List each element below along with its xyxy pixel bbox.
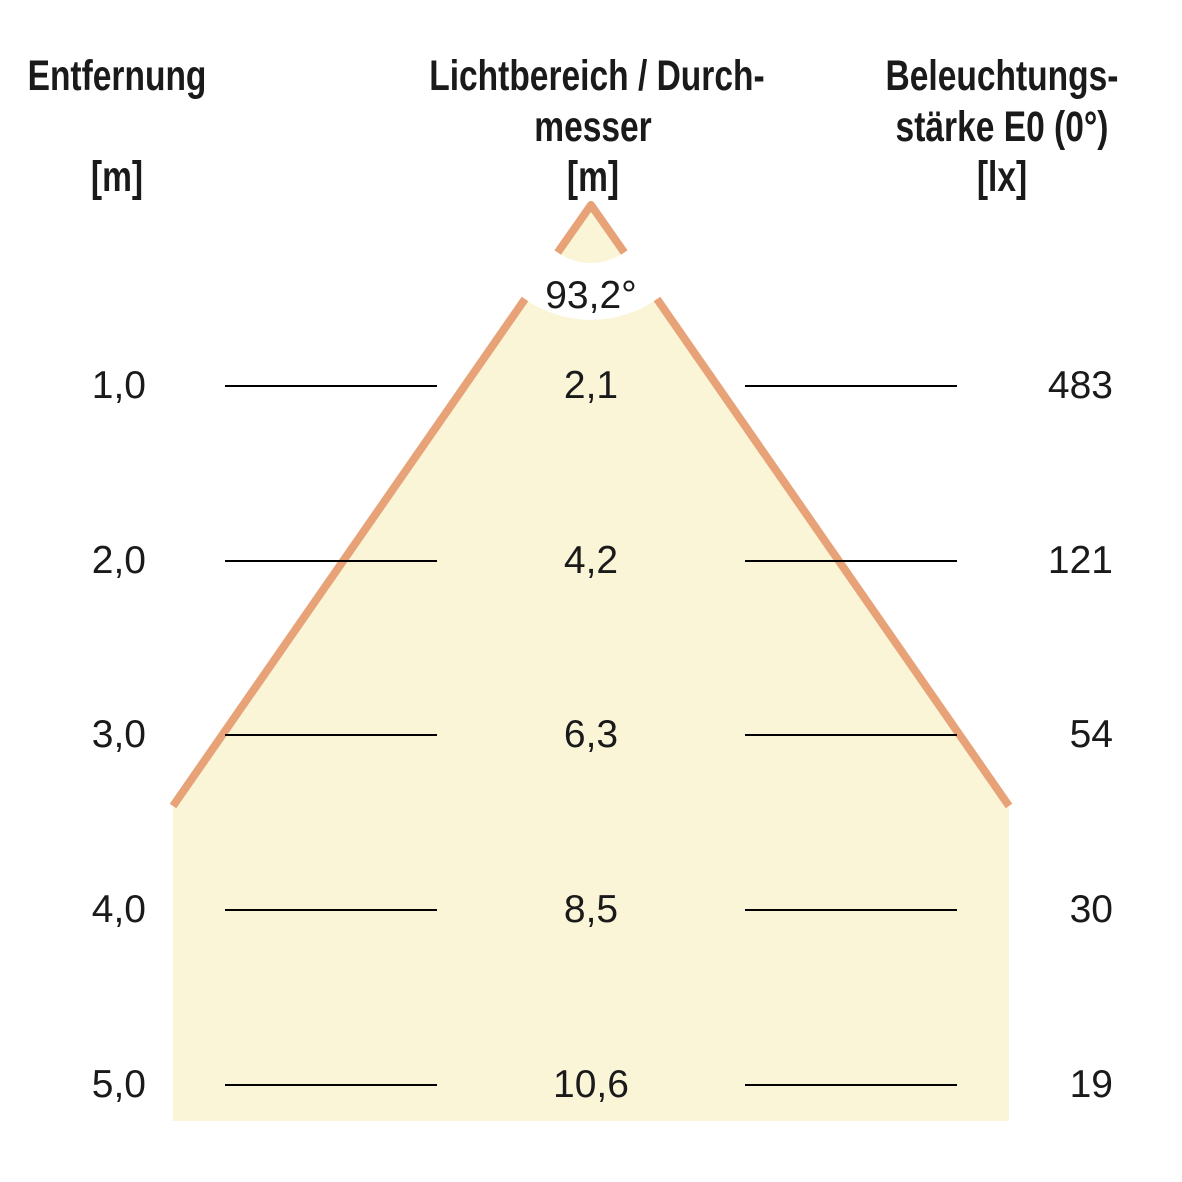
header-illuminance-unit: [lx] — [976, 153, 1028, 201]
illuminance-value: 19 — [1069, 1063, 1113, 1106]
diameter-value: 10,6 — [553, 1063, 629, 1106]
cone-apex-sector — [557, 205, 625, 264]
diameter-value: 2,1 — [563, 364, 619, 407]
header-distance: Entfernung — [27, 52, 207, 100]
header-beam-unit: [m] — [566, 153, 620, 201]
diameter-value: 8,5 — [563, 888, 619, 931]
distance-value: 3,0 — [91, 713, 146, 756]
cone-body — [173, 299, 1009, 1121]
distance-value: 2,0 — [91, 539, 146, 582]
diameter-value: 4,2 — [563, 539, 619, 582]
cone-left-edge — [169, 296, 529, 809]
cone-apex-edge — [554, 201, 628, 255]
distance-value: 5,0 — [91, 1063, 146, 1106]
cone-right-edge — [653, 296, 1013, 809]
header-beam-line1: Lichtbereich / Durch- — [429, 52, 765, 100]
illuminance-value: 30 — [1069, 888, 1113, 931]
distance-value: 1,0 — [91, 364, 146, 407]
beam-angle-value: 93,2° — [545, 274, 637, 317]
illuminance-value: 483 — [1047, 364, 1113, 407]
header-beam-line2: messer — [534, 103, 652, 151]
illuminance-value: 121 — [1047, 539, 1113, 582]
header-distance-unit: [m] — [90, 153, 144, 201]
distance-value: 4,0 — [91, 888, 146, 931]
header-illuminance-line2: stärke E0 (0°) — [895, 103, 1109, 151]
row-ruler-lines — [225, 385, 957, 1086]
diameter-value: 6,3 — [563, 713, 619, 756]
illuminance-value: 54 — [1069, 713, 1113, 756]
header-illuminance-line1: Beleuchtungs- — [885, 52, 1119, 100]
